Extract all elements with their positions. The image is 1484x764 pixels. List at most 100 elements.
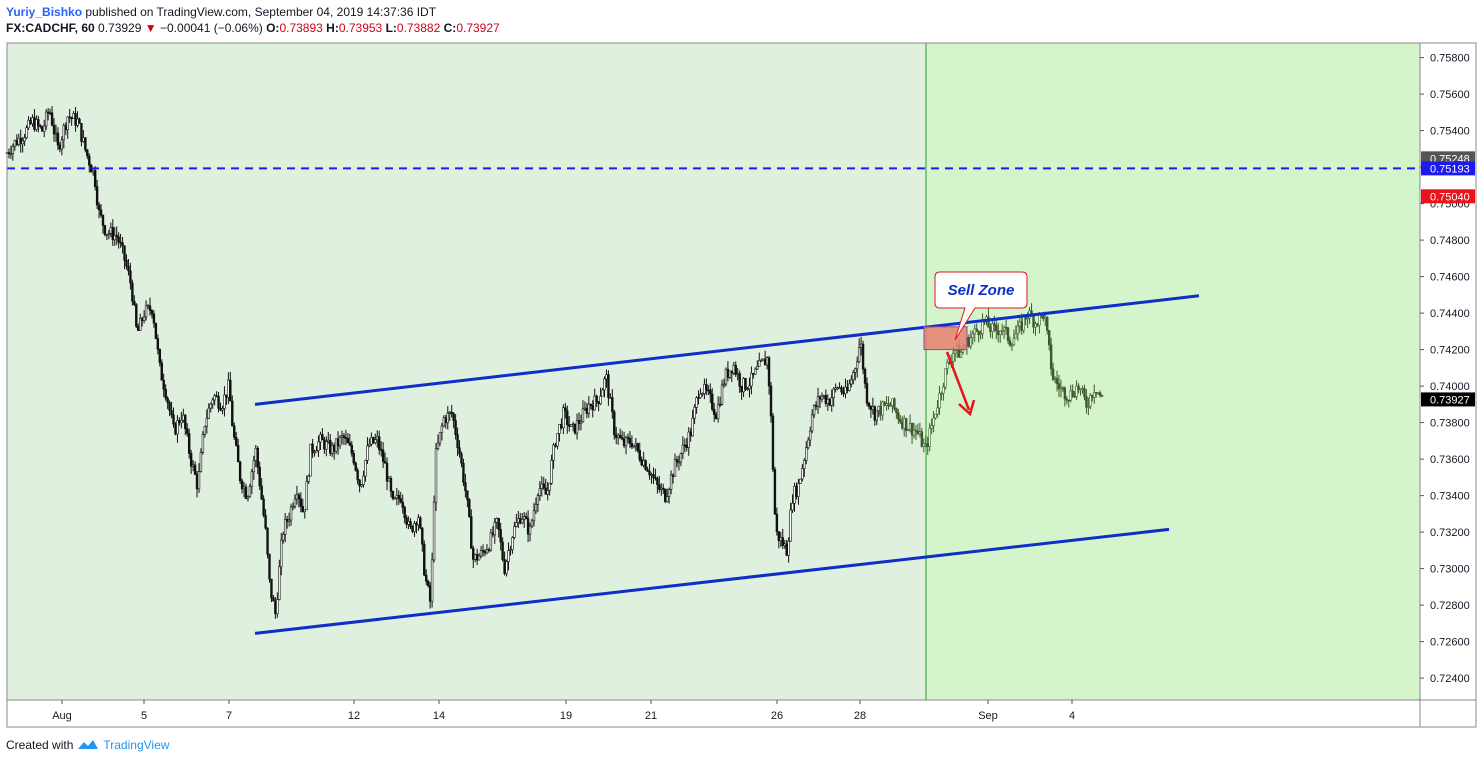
candle-body xyxy=(481,550,485,552)
candle-body xyxy=(101,214,105,226)
candle-body xyxy=(115,234,118,238)
candle-body xyxy=(699,393,702,399)
candle-body xyxy=(724,368,728,385)
candle-body xyxy=(1036,323,1039,326)
candle-body xyxy=(329,439,332,454)
candle-body xyxy=(650,474,653,476)
candle-body xyxy=(660,487,663,490)
candle-body xyxy=(687,431,690,448)
candle-body xyxy=(174,423,177,435)
candle-body xyxy=(891,398,894,406)
candle-body xyxy=(240,480,244,490)
candle-body xyxy=(399,498,402,503)
x-tick-label: 4 xyxy=(1069,710,1075,722)
candle-body xyxy=(871,406,875,410)
candle-body xyxy=(930,425,933,429)
candle-body xyxy=(801,468,804,480)
candle-body xyxy=(554,444,557,447)
candle-body xyxy=(150,310,154,315)
candle-body xyxy=(152,313,156,324)
candle-body xyxy=(993,323,996,326)
candle-body xyxy=(295,494,299,500)
candle-body xyxy=(1093,392,1096,398)
candle-body xyxy=(13,140,17,147)
candle-body xyxy=(903,418,906,429)
candle-body xyxy=(810,414,814,432)
high-value: 0.73953 xyxy=(338,21,383,35)
candle-body xyxy=(634,443,638,446)
down-arrow-line xyxy=(945,351,971,411)
candle-body xyxy=(1032,315,1035,328)
price-change: −0.00041 (−0.06%) xyxy=(160,21,263,35)
candle-body xyxy=(1061,387,1065,390)
channel-upper-line xyxy=(254,294,1200,406)
tradingview-brand[interactable]: TradingView xyxy=(103,738,170,752)
candle-body xyxy=(889,405,892,407)
candle-body xyxy=(268,553,271,580)
candle-body xyxy=(485,549,489,554)
candle-body xyxy=(191,464,195,467)
candle-body xyxy=(544,487,547,495)
candle-body xyxy=(43,125,46,132)
candle-body xyxy=(932,417,935,426)
candle-body xyxy=(21,140,24,145)
candle-body xyxy=(260,485,263,500)
price-badge xyxy=(1421,161,1475,176)
candle-body xyxy=(46,111,50,114)
candle-body xyxy=(215,395,218,397)
candle-body xyxy=(771,415,775,470)
candle-body xyxy=(1096,392,1100,394)
candle-body xyxy=(274,600,277,615)
candle-body xyxy=(779,537,783,541)
candle-body xyxy=(953,350,957,354)
candle-body xyxy=(317,441,320,451)
candle-body xyxy=(223,394,226,409)
candle-body xyxy=(142,316,146,321)
candle-body xyxy=(761,358,765,361)
y-tick-label: 0.73200 xyxy=(1430,527,1470,539)
candle-body xyxy=(562,407,565,428)
candle-body xyxy=(534,504,538,512)
candle-body xyxy=(66,116,69,131)
candle-body xyxy=(583,407,587,410)
candle-body xyxy=(560,424,563,428)
candle-body xyxy=(836,387,839,390)
candle-body xyxy=(123,245,126,261)
candle-body xyxy=(848,383,851,391)
candle-body xyxy=(50,112,54,126)
candle-body xyxy=(489,532,493,551)
candle-body xyxy=(564,407,567,412)
candle-body xyxy=(305,481,308,511)
channel-lower-line xyxy=(254,527,1170,635)
candle-body xyxy=(23,137,26,142)
candle-body xyxy=(97,204,101,211)
x-tick-label: 5 xyxy=(141,710,147,722)
candle-body xyxy=(532,510,536,522)
candle-body xyxy=(33,117,36,130)
candle-body xyxy=(266,527,269,555)
author-link[interactable]: Yuriy_Bishko xyxy=(6,5,83,19)
candle-body xyxy=(624,436,628,447)
candle-body xyxy=(113,234,116,241)
candle-body xyxy=(599,395,602,405)
candle-body xyxy=(452,413,455,421)
candle-body xyxy=(473,554,477,560)
candle-body xyxy=(758,360,761,367)
candle-body xyxy=(652,474,655,478)
price-badge-label: 0.75193 xyxy=(1430,163,1470,175)
candle-body xyxy=(1069,390,1072,401)
candle-body xyxy=(352,453,355,464)
candle-body xyxy=(248,486,252,498)
y-tick-label: 0.74800 xyxy=(1430,235,1470,247)
candle-body xyxy=(638,450,641,460)
candle-body xyxy=(967,337,971,347)
close-value: 0.73927 xyxy=(456,21,500,35)
candle-body xyxy=(39,125,42,127)
candle-body xyxy=(428,585,432,602)
candle-body xyxy=(276,599,279,615)
candle-body xyxy=(366,445,369,461)
candle-body xyxy=(816,396,820,407)
candle-body xyxy=(648,471,651,476)
candle-body xyxy=(679,453,683,463)
